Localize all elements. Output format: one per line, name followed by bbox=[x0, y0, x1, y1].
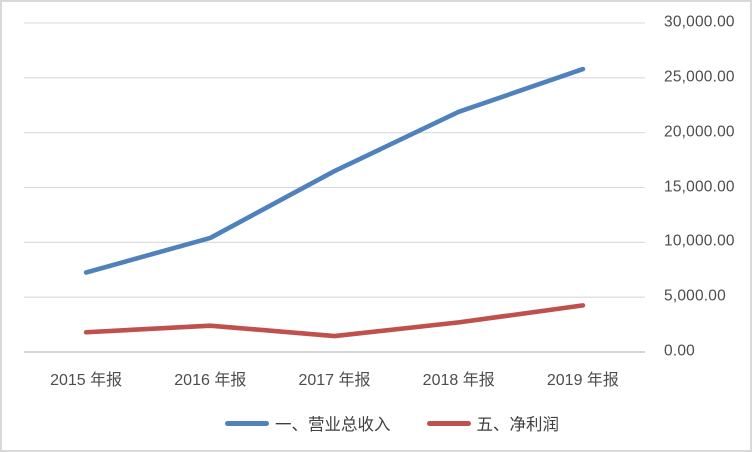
x-axis-tick-label: 2015 年报 bbox=[50, 372, 123, 389]
y-axis-tick-label: 20,000.00 bbox=[664, 123, 735, 141]
legend-item-net-profit[interactable]: 五、净利润 bbox=[426, 411, 560, 435]
y-axis-tick-label: 25,000.00 bbox=[664, 68, 735, 86]
y-axis-tick-label: 10,000.00 bbox=[664, 232, 735, 250]
series-line-revenue bbox=[83, 66, 586, 275]
net-profit-line-swatch bbox=[426, 420, 471, 426]
series-line-net-profit bbox=[83, 303, 586, 339]
y-axis-tick-label: 0.00 bbox=[664, 342, 695, 360]
legend-label-revenue: 一、营业总收入 bbox=[275, 416, 391, 434]
y-axis-tick-label: 5,000.00 bbox=[664, 287, 726, 305]
legend-label-net-profit: 五、净利润 bbox=[476, 416, 560, 434]
x-axis-tick-label: 2019 年报 bbox=[546, 372, 619, 389]
revenue-line-swatch bbox=[225, 420, 269, 426]
x-axis-tick-label: 2017 年报 bbox=[298, 372, 371, 389]
legend-item-revenue[interactable]: 一、营业总收入 bbox=[225, 411, 391, 435]
y-axis-tick-label: 15,000.00 bbox=[664, 178, 735, 196]
legend: 一、营业总收入 五、净利润 bbox=[18, 408, 750, 438]
y-axis-tick-label: 30,000.00 bbox=[664, 13, 735, 31]
x-axis-tick-label: 2018 年报 bbox=[422, 372, 495, 389]
x-axis-tick-label: 2016 年报 bbox=[174, 372, 247, 389]
